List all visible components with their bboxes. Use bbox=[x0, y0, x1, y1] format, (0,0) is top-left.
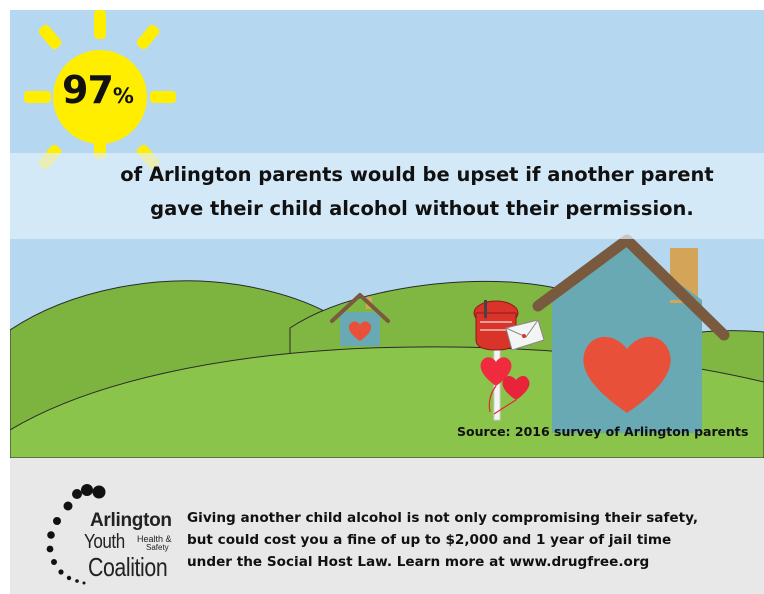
logo-word-safety: Safety bbox=[146, 543, 169, 552]
logo-word-coalition: Coalition bbox=[88, 552, 168, 582]
logo-dots-icon bbox=[46, 484, 106, 585]
headline-text: of Arlington parents would be upset if a… bbox=[10, 158, 764, 226]
footer-message: Giving another child alcohol is not only… bbox=[187, 507, 698, 573]
headline-banner bbox=[10, 153, 764, 239]
source-note: Source: 2016 survey of Arlington parents bbox=[457, 424, 749, 439]
headline-line-2: gave their child alcohol without their p… bbox=[150, 197, 694, 220]
small-house-icon bbox=[330, 293, 390, 346]
stat-97-percent: 97% bbox=[62, 68, 134, 112]
footer-line-1: Giving another child alcohol is not only… bbox=[187, 510, 699, 526]
letter-icon bbox=[505, 319, 545, 351]
stat-percent-sign: % bbox=[112, 84, 134, 108]
stat-number: 97 bbox=[62, 68, 114, 112]
footer-line-2: but could cost you a fine of up to $2,00… bbox=[187, 532, 672, 548]
headline-line-1: of Arlington parents would be upset if a… bbox=[120, 163, 714, 186]
footer: Arlington Youth Health & Safety Coalitio… bbox=[10, 458, 764, 594]
logo-word-youth: Youth bbox=[84, 531, 125, 553]
large-house-icon bbox=[532, 234, 730, 433]
infographic: 97% of Arlington parents would be upset … bbox=[10, 10, 764, 594]
footer-line-3: under the Social Host Law. Learn more at… bbox=[187, 554, 650, 570]
coalition-logo: Arlington Youth Health & Safety Coalitio… bbox=[36, 480, 186, 590]
logo-word-arlington: Arlington bbox=[90, 510, 172, 531]
heart-balloons-icon bbox=[480, 357, 530, 415]
logo-word-health: Health & bbox=[137, 534, 172, 544]
